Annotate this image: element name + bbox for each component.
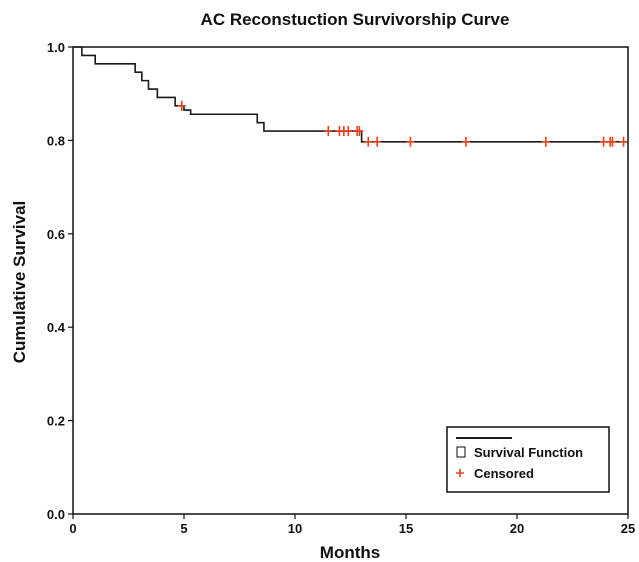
legend-censored-plus-icon — [456, 469, 464, 477]
censored-markers — [177, 100, 628, 147]
y-tick-label: 0.8 — [47, 133, 65, 148]
plot-axes — [72, 46, 629, 515]
x-tick-label: 10 — [288, 521, 302, 536]
x-axis-label: Months — [320, 543, 380, 562]
censored-marker — [373, 136, 382, 147]
censored-marker — [344, 126, 353, 137]
legend-censored-label: Censored — [474, 466, 534, 481]
legend-survival-label: Survival Function — [474, 445, 583, 460]
y-axis-label: Cumulative Survival — [10, 201, 29, 364]
y-tick-label: 0.2 — [47, 414, 65, 429]
censored-marker — [324, 126, 333, 137]
censored-marker — [364, 136, 373, 147]
censored-marker — [406, 136, 415, 147]
chart-title: AC Reconstuction Survivorship Curve — [201, 10, 510, 29]
censored-marker — [355, 126, 364, 137]
censored-marker — [608, 136, 617, 147]
x-tick-label: 15 — [399, 521, 413, 536]
y-tick-label: 0.6 — [47, 227, 65, 242]
censored-marker — [619, 136, 628, 147]
axis-ticks: 0 5 10 15 20 25 0.0 0.2 0.4 0.6 0.8 1.0 — [47, 40, 635, 536]
survival-curve — [73, 46, 628, 143]
censored-marker — [461, 136, 470, 147]
plot-frame — [72, 46, 629, 515]
legend-survival-square-icon — [456, 446, 466, 458]
x-tick-label: 20 — [510, 521, 524, 536]
y-tick-label: 0.4 — [47, 320, 66, 335]
censored-marker — [541, 136, 550, 147]
survival-function-line — [73, 46, 628, 143]
y-tick-label: 0.0 — [47, 507, 65, 522]
legend: Survival Function Censored — [446, 426, 610, 493]
x-tick-label: 25 — [621, 521, 635, 536]
y-tick-label: 1.0 — [47, 40, 65, 55]
x-tick-label: 0 — [69, 521, 76, 536]
censored-marker — [177, 100, 186, 111]
x-tick-label: 5 — [180, 521, 187, 536]
